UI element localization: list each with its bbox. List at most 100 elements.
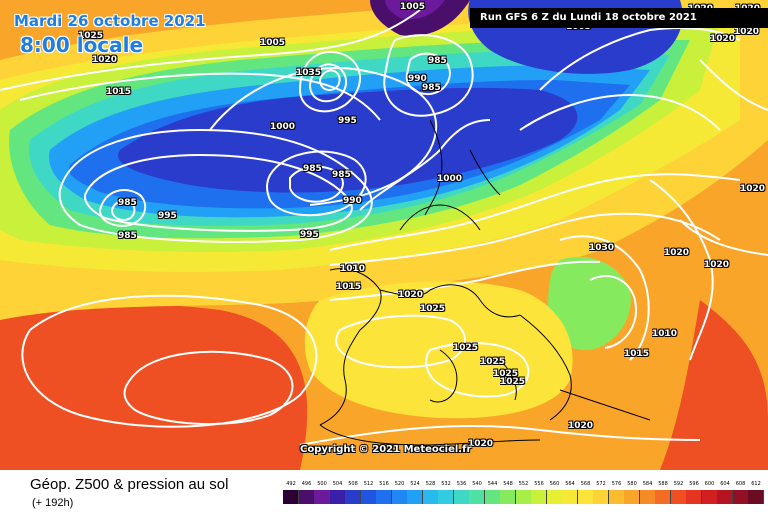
pressure-label: 1000 — [270, 122, 296, 132]
scale-color-swatch — [298, 490, 315, 504]
scale-color-swatch — [686, 490, 702, 504]
scale-value-label: 604 — [720, 481, 730, 487]
scale-value-label: 524 — [410, 481, 420, 487]
scale-value-label: 564 — [565, 481, 575, 487]
scale-color-swatch — [314, 490, 330, 504]
coastlines — [319, 119, 651, 446]
scale-value-label: 556 — [534, 481, 544, 487]
scale-value-label: 596 — [689, 481, 699, 487]
pressure-label: 995 — [338, 116, 357, 126]
pressure-label: 995 — [300, 230, 319, 240]
scale-color-swatch — [701, 490, 718, 504]
pressure-label: 1020 — [740, 184, 766, 194]
scale-value-label: 516 — [379, 481, 389, 487]
scale-value-label: 492 — [286, 481, 296, 487]
scale-color-swatch — [469, 490, 485, 504]
pressure-label: 1020 — [568, 421, 594, 431]
scale-value-label: 508 — [348, 481, 358, 487]
pressure-label: 1020 — [398, 290, 424, 300]
pressure-label: 1025 — [453, 343, 479, 353]
pressure-label: 985 — [422, 83, 441, 93]
copyright-notice: Copyright © 2021 Meteociel.fr — [300, 444, 472, 455]
scale-color-swatch — [345, 490, 361, 504]
pressure-label: 1020 — [92, 55, 118, 65]
scale-color-swatch — [438, 490, 454, 504]
scale-color-swatch — [391, 490, 408, 504]
pressure-label: 990 — [408, 74, 427, 84]
pressure-label: 985 — [332, 170, 351, 180]
scale-color-swatch — [624, 490, 640, 504]
scale-value-label: 532 — [441, 481, 451, 487]
pressure-label: 1000 — [437, 174, 463, 184]
pressure-label: 985 — [118, 231, 137, 241]
pressure-label: 1020 — [468, 439, 494, 449]
scale-color-swatch — [732, 490, 749, 504]
scale-value-label: 504 — [332, 481, 343, 487]
scale-value-label: 568 — [580, 481, 591, 487]
isobars — [0, 9, 768, 446]
pressure-label: 1005 — [260, 38, 286, 48]
pressure-label: 1015 — [106, 87, 132, 97]
scale-value-label: 560 — [549, 481, 560, 487]
scale-value-label: 512 — [363, 481, 374, 487]
forecast-lead-time: (+ 192h) — [32, 497, 74, 509]
pressure-label: 1025 — [500, 377, 526, 387]
pressure-label: 1020 — [664, 248, 690, 258]
scale-color-swatch — [515, 490, 532, 504]
scale-color-swatch — [531, 490, 547, 504]
scale-color-swatch — [484, 490, 501, 504]
scale-color-swatch — [748, 490, 764, 504]
scale-value-label: 536 — [456, 481, 467, 487]
pressure-label: 1010 — [340, 264, 366, 274]
pressure-label: 985 — [303, 164, 322, 174]
scale-value-label: 576 — [611, 481, 622, 487]
pressure-label: 995 — [158, 211, 177, 221]
scale-value-label: 584 — [642, 481, 653, 487]
pressure-label: 990 — [343, 196, 362, 206]
pressure-label: 1025 — [480, 357, 506, 367]
scale-color-swatch — [639, 490, 656, 504]
scale-value-label: 552 — [518, 481, 529, 487]
pressure-label: 1005 — [400, 2, 426, 12]
scale-color-swatch — [670, 490, 687, 504]
pressure-label: 1025 — [493, 369, 519, 379]
scale-color-swatch — [453, 490, 470, 504]
scale-color-swatch — [407, 490, 423, 504]
pressure-label: 1020 — [710, 34, 736, 44]
forecast-date: Mardi 26 octobre 2021 — [14, 12, 206, 30]
scale-color-swatch — [577, 490, 594, 504]
scale-color-swatch — [593, 490, 609, 504]
pressure-label: 1030 — [589, 243, 615, 253]
model-run-info: Run GFS 6 Z du Lundi 18 octobre 2021 — [470, 8, 768, 28]
scale-color-swatch — [500, 490, 516, 504]
scale-color-swatch — [360, 490, 377, 504]
scale-value-label: 600 — [704, 481, 715, 487]
pressure-label: 985 — [428, 56, 447, 66]
scale-value-label: 548 — [503, 481, 513, 487]
scale-color-swatch — [717, 490, 733, 504]
scale-value-label: 520 — [394, 481, 405, 487]
scale-value-label: 496 — [301, 481, 312, 487]
map-title: Géop. Z500 & pression au sol — [30, 476, 229, 493]
pressure-label: 1015 — [336, 282, 362, 292]
scale-value-label: 608 — [735, 481, 746, 487]
pressure-label: 1025 — [78, 31, 104, 41]
scale-value-label: 592 — [673, 481, 684, 487]
scale-value-label: 580 — [627, 481, 637, 487]
scale-value-label: 612 — [751, 481, 761, 487]
scale-color-swatch — [329, 490, 346, 504]
pressure-label: 1010 — [652, 329, 678, 339]
pressure-label: 985 — [118, 198, 137, 208]
pressure-label: 1020 — [704, 260, 730, 270]
scale-value-label: 544 — [487, 481, 498, 487]
scale-value-label: 528 — [425, 481, 436, 487]
scale-color-swatch — [608, 490, 625, 504]
pressure-label: 1020 — [734, 27, 760, 37]
scale-color-swatch — [422, 490, 439, 504]
scale-color-swatch — [562, 490, 578, 504]
scale-value-label: 572 — [596, 481, 606, 487]
geopotential-field — [0, 0, 768, 470]
pressure-label: 1035 — [296, 68, 322, 78]
scale-value-label: 500 — [317, 481, 327, 487]
scale-value-label: 588 — [658, 481, 668, 487]
